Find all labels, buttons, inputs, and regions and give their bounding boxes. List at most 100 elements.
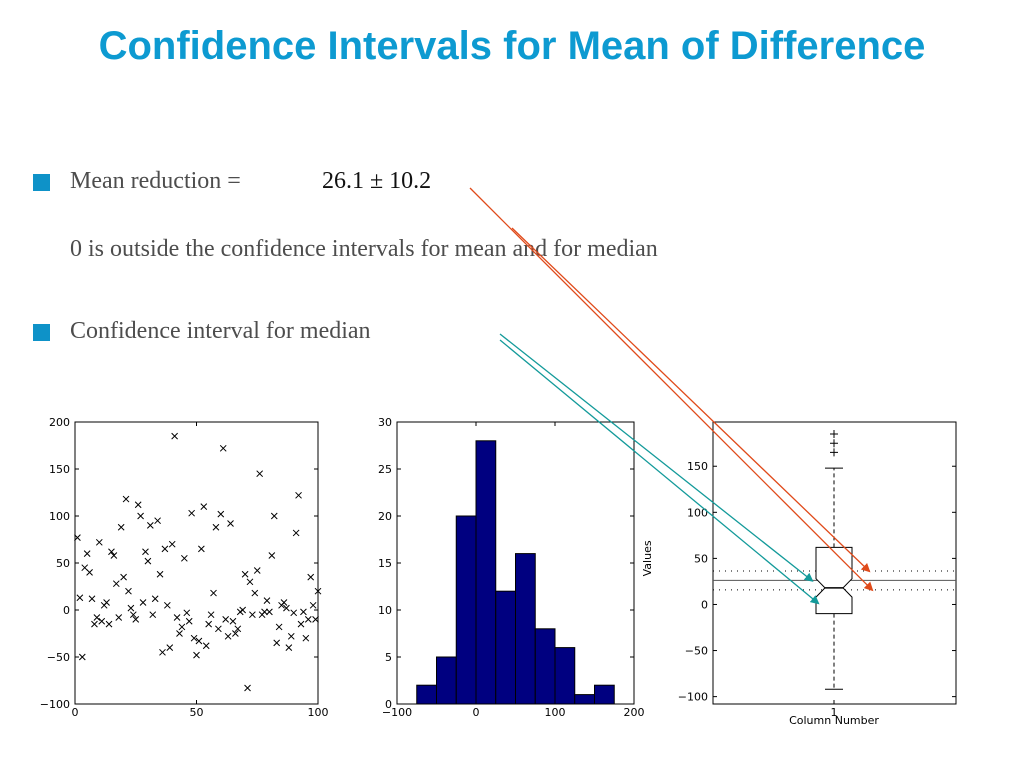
histogram-bar — [534, 628, 556, 705]
scatter-point — [122, 495, 130, 503]
histogram-bar — [574, 694, 595, 705]
scatter-point — [227, 520, 234, 527]
scatter-point — [229, 617, 237, 625]
scatter-point — [287, 632, 295, 640]
scatter-xtick-label: 0 — [72, 706, 79, 719]
scatter-point — [127, 604, 135, 612]
scatter-point — [115, 614, 123, 621]
scatter-point — [176, 630, 183, 637]
scatter-point — [134, 501, 142, 509]
boxplot-notched-box — [815, 546, 853, 615]
bullet-mean-reduction: Mean reduction = — [70, 168, 241, 194]
scatter-point — [117, 523, 125, 531]
scatter-ytick-label: 100 — [49, 510, 70, 523]
scatter-point — [261, 608, 268, 616]
arrow-mean-ci-lower — [469, 187, 874, 592]
scatter-point — [151, 595, 159, 603]
boxplot-xtick-label: 1 — [831, 706, 838, 719]
scatter-point — [171, 432, 178, 440]
scatter-point — [273, 639, 281, 647]
arrow-mean-ci-upper — [511, 227, 871, 573]
scatter-point — [188, 509, 195, 517]
boxplot-xlabel: Column Number — [789, 714, 879, 727]
scatter-point — [200, 503, 208, 510]
scatter-point — [93, 614, 101, 621]
scatter-point — [285, 644, 293, 651]
boxplot-ytick-label: 0 — [701, 598, 708, 611]
scatter-point — [210, 589, 217, 597]
scatter-point — [183, 609, 191, 617]
scatter-point — [76, 594, 84, 602]
scatter-point — [86, 569, 93, 576]
scatter-point — [78, 653, 86, 661]
scatter-point — [280, 599, 288, 606]
arrow-median-ci-lower — [499, 339, 820, 605]
boxplot-ytick-label: 100 — [687, 506, 708, 519]
histogram-bar — [554, 647, 576, 705]
scatter-point — [137, 512, 144, 520]
scatter-xtick-label: 100 — [308, 706, 329, 719]
scatter-point — [110, 552, 118, 559]
scatter-point — [168, 540, 176, 548]
boxplot-ytick-label: −50 — [685, 645, 708, 658]
histogram-bar — [416, 684, 437, 705]
histogram-xtick-label: 200 — [624, 706, 645, 719]
scatter-point — [159, 648, 166, 656]
scatter-point — [173, 614, 181, 621]
scatter-point — [268, 552, 276, 559]
scatter-point — [312, 616, 319, 623]
bullet-square-1 — [33, 174, 50, 191]
scatter-point — [125, 587, 132, 595]
scatter-point — [263, 597, 271, 604]
scatter-axes-box — [74, 421, 319, 705]
bullet-ci-median: Confidence interval for median — [70, 318, 371, 344]
scatter-point — [219, 444, 227, 452]
histogram-ytick-label: 25 — [378, 463, 392, 476]
scatter-point — [302, 634, 310, 642]
scatter-point — [103, 599, 110, 606]
scatter-ytick-label: −100 — [40, 698, 70, 711]
scatter-xtick-label: 50 — [190, 706, 204, 719]
scatter-point — [297, 620, 305, 628]
histogram-xtick-label: −100 — [382, 706, 412, 719]
scatter-point — [195, 637, 203, 645]
scatter-point — [163, 601, 171, 609]
scatter-point — [266, 608, 273, 616]
scatter-point — [166, 644, 174, 651]
histogram-ytick-label: 30 — [378, 416, 392, 429]
scatter-point — [292, 529, 300, 537]
histogram-bar — [455, 515, 477, 705]
scatter-point — [246, 578, 254, 586]
scatter-point — [180, 554, 188, 562]
scatter-point — [275, 623, 283, 631]
histogram-bar — [515, 553, 536, 705]
scatter-chart: −100 −50 0 50 100 150 200 0 50 100 — [40, 416, 329, 719]
scatter-point — [132, 616, 140, 623]
scatter-point — [256, 470, 264, 478]
scatter-point — [304, 616, 312, 623]
scatter-point — [270, 512, 278, 520]
bullet-outside-ci: 0 is outside the confidence intervals fo… — [70, 236, 658, 262]
scatter-point — [295, 491, 302, 499]
histogram-ytick-label: 10 — [378, 604, 392, 617]
scatter-point — [309, 601, 317, 609]
scatter-point — [244, 684, 251, 692]
histogram-ytick-label: 20 — [378, 510, 392, 523]
histogram-ytick-label: 5 — [385, 651, 392, 664]
scatter-point — [217, 510, 225, 518]
mean-formula: 26.1 ± 10.2 — [322, 168, 432, 194]
scatter-point — [95, 538, 103, 546]
scatter-point — [205, 620, 213, 628]
scatter-point — [108, 548, 115, 556]
scatter-point — [144, 557, 152, 565]
scatter-point — [222, 616, 230, 623]
histogram-bar — [495, 590, 516, 705]
scatter-point — [74, 534, 81, 541]
scatter-point — [212, 523, 220, 531]
boxplot-ytick-label: −100 — [678, 691, 708, 704]
scatter-point — [149, 611, 157, 619]
bullet-square-2 — [33, 324, 50, 341]
scatter-point — [105, 620, 113, 628]
boxplot-outlier — [830, 439, 838, 448]
